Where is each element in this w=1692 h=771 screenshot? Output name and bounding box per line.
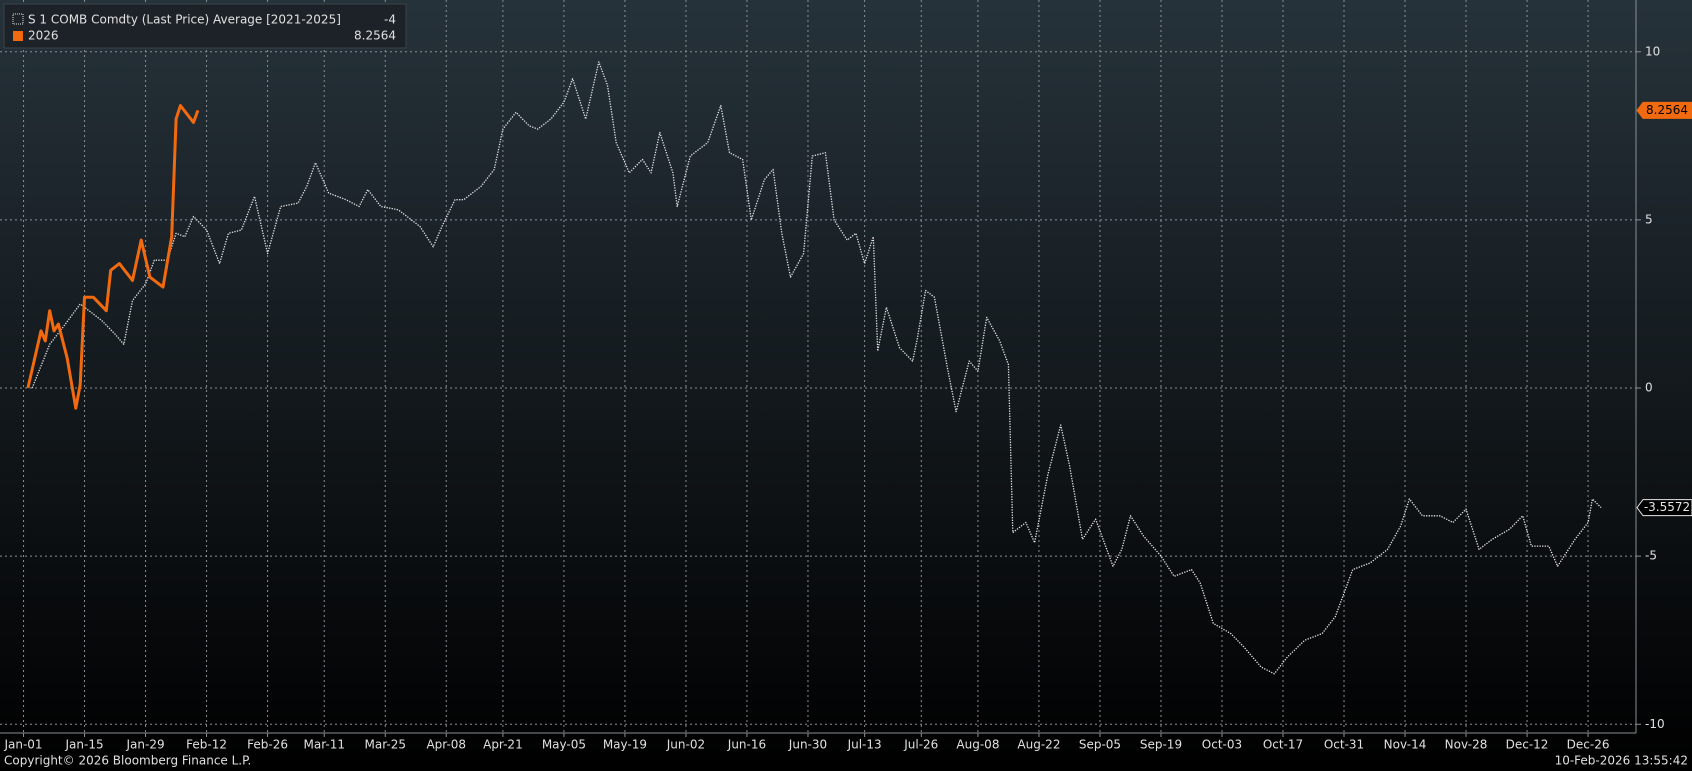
x-tick-label: Feb-26 <box>247 738 288 752</box>
x-tick-label: Nov-14 <box>1384 738 1427 752</box>
x-tick-label: Mar-11 <box>303 738 344 752</box>
legend: S 1 COMB Comdty (Last Price) Average [20… <box>3 3 407 49</box>
x-tick-label: Oct-17 <box>1263 738 1303 752</box>
legend-swatch <box>12 13 24 25</box>
x-tick-label: Oct-03 <box>1202 738 1242 752</box>
legend-box <box>3 3 407 49</box>
y-tick-label: 0 <box>1645 381 1653 395</box>
x-tick-label: Apr-21 <box>483 738 523 752</box>
x-tick-label: Jan-01 <box>3 738 42 752</box>
x-tick-label: Aug-08 <box>956 738 999 752</box>
x-tick-label: Jul-13 <box>847 738 882 752</box>
legend-label: 2026 <box>28 29 59 43</box>
legend-value: 8.2564 <box>354 29 396 43</box>
x-tick-label: Apr-08 <box>426 738 466 752</box>
x-tick-label: Sep-19 <box>1140 738 1182 752</box>
y-tick-label: -10 <box>1645 717 1665 731</box>
x-tick-label: Dec-12 <box>1506 738 1549 752</box>
series-line <box>31 61 1602 675</box>
legend-swatch <box>13 31 23 41</box>
x-tick-label: Jun-02 <box>666 738 705 752</box>
value-tag-label: 8.2564 <box>1646 103 1688 117</box>
x-tick-label: Aug-22 <box>1017 738 1060 752</box>
series-line <box>26 104 200 410</box>
x-tick-label: Oct-31 <box>1324 738 1364 752</box>
x-tick-label: Jun-16 <box>727 738 766 752</box>
x-tick-label: Nov-28 <box>1445 738 1488 752</box>
x-tick-label: Dec-26 <box>1567 738 1610 752</box>
x-tick-label: Sep-05 <box>1079 738 1121 752</box>
legend-value: -4 <box>384 13 396 27</box>
y-tick-label: -5 <box>1645 549 1657 563</box>
copyright: Copyright© 2026 Bloomberg Finance L.P. <box>4 754 251 768</box>
timestamp: 10-Feb-2026 13:55:42 <box>1555 754 1688 768</box>
y-tick-label: 10 <box>1645 44 1660 58</box>
x-tick-label: Feb-12 <box>186 738 227 752</box>
x-tick-label: May-19 <box>603 738 647 752</box>
x-tick-label: Jan-15 <box>64 738 103 752</box>
y-tick-label: 5 <box>1645 212 1653 226</box>
x-tick-label: Jan-29 <box>126 738 165 752</box>
x-tick-label: May-05 <box>542 738 586 752</box>
x-tick-label: Jul-26 <box>903 738 938 752</box>
x-tick-label: Jun-30 <box>788 738 827 752</box>
legend-label: S 1 COMB Comdty (Last Price) Average [20… <box>28 13 341 27</box>
value-tag <box>1636 499 1692 517</box>
value-tag <box>1636 101 1692 119</box>
x-tick-label: Mar-25 <box>365 738 406 752</box>
value-tag-label: -3.5572 <box>1644 500 1690 514</box>
